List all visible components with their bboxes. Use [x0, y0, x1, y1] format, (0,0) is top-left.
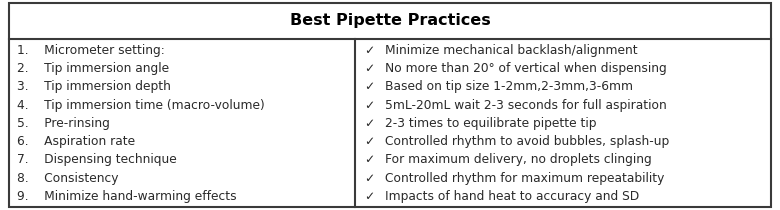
- Text: ✓: ✓: [364, 117, 374, 130]
- Text: 2.    Tip immersion angle: 2. Tip immersion angle: [17, 62, 169, 75]
- Text: 1.    Micrometer setting:: 1. Micrometer setting:: [17, 44, 165, 57]
- Text: 7.    Dispensing technique: 7. Dispensing technique: [17, 153, 177, 166]
- Text: 2-3 times to equilibrate pipette tip: 2-3 times to equilibrate pipette tip: [385, 117, 596, 130]
- Text: No more than 20° of vertical when dispensing: No more than 20° of vertical when dispen…: [385, 62, 666, 75]
- Text: Based on tip size 1-2mm,2-3mm,3-6mm: Based on tip size 1-2mm,2-3mm,3-6mm: [385, 80, 633, 93]
- Text: ✓: ✓: [364, 99, 374, 112]
- Text: 6.    Aspiration rate: 6. Aspiration rate: [17, 135, 135, 148]
- Text: 8.    Consistency: 8. Consistency: [17, 172, 119, 185]
- Text: Controlled rhythm for maximum repeatability: Controlled rhythm for maximum repeatabil…: [385, 172, 664, 185]
- Text: ✓: ✓: [364, 135, 374, 148]
- Text: 3.    Tip immersion depth: 3. Tip immersion depth: [17, 80, 171, 93]
- Text: Best Pipette Practices: Best Pipette Practices: [289, 13, 491, 28]
- Text: ✓: ✓: [364, 153, 374, 166]
- Text: 5mL-20mL wait 2-3 seconds for full aspiration: 5mL-20mL wait 2-3 seconds for full aspir…: [385, 99, 666, 112]
- Text: 9.    Minimize hand-warming effects: 9. Minimize hand-warming effects: [17, 190, 237, 203]
- Text: For maximum delivery, no droplets clinging: For maximum delivery, no droplets clingi…: [385, 153, 651, 166]
- Text: ✓: ✓: [364, 190, 374, 203]
- Text: ✓: ✓: [364, 44, 374, 57]
- Text: 5.    Pre-rinsing: 5. Pre-rinsing: [17, 117, 110, 130]
- Text: Impacts of hand heat to accuracy and SD: Impacts of hand heat to accuracy and SD: [385, 190, 639, 203]
- Text: ✓: ✓: [364, 80, 374, 93]
- Text: Minimize mechanical backlash/alignment: Minimize mechanical backlash/alignment: [385, 44, 637, 57]
- Text: ✓: ✓: [364, 172, 374, 185]
- Text: ✓: ✓: [364, 62, 374, 75]
- Text: Controlled rhythm to avoid bubbles, splash-up: Controlled rhythm to avoid bubbles, spla…: [385, 135, 668, 148]
- Text: 4.    Tip immersion time (macro-volume): 4. Tip immersion time (macro-volume): [17, 99, 265, 112]
